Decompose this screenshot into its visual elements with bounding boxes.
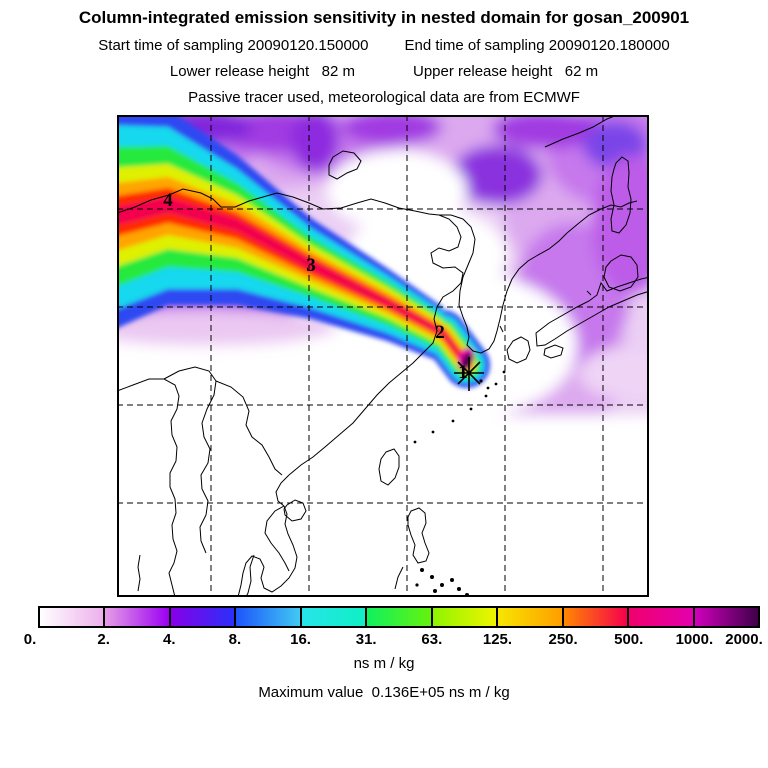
border-laos	[215, 380, 283, 476]
colorbar-tick-label: 1000.	[675, 631, 714, 648]
tracer-line: Passive tracer used, meteorological data…	[188, 89, 580, 106]
island-sakhalin	[610, 156, 632, 234]
island-shikoku	[543, 344, 564, 359]
colorbar-segment	[692, 608, 758, 626]
colorbar-segment	[103, 608, 169, 626]
colorbar-segment	[365, 608, 431, 626]
map-svg: 4 3 2 1	[117, 115, 649, 597]
colorbar-segment	[561, 608, 628, 626]
islands-visayas	[394, 566, 404, 590]
max-value-line: Maximum value 0.136E+05 ns m / kg	[258, 684, 510, 701]
colorbar-tick-label: 63.	[421, 631, 443, 648]
colorbar-tick-label: 0.	[23, 631, 37, 648]
plot-title: Column-integrated emission sensitivity i…	[78, 8, 690, 27]
colorbar	[38, 606, 760, 628]
upper-release-text: Upper release height 62 m	[413, 63, 599, 80]
colorbar-tick-label: 2000.	[725, 631, 763, 648]
trajectory-label-3: 3	[306, 255, 316, 276]
trajectory-label-4: 4	[163, 190, 173, 211]
coast-north-asia	[117, 188, 464, 220]
release-heights-line: Lower release height 82 m Upper release …	[0, 63, 768, 80]
start-time-text: Start time of sampling 20090120.150000	[98, 37, 369, 54]
island-hainan	[283, 499, 307, 522]
colorbar-segment	[168, 608, 235, 626]
colorbar-tick-label: 500.	[614, 631, 644, 648]
island-sado	[586, 290, 592, 296]
end-time-text: End time of sampling 20090120.180000	[404, 37, 670, 54]
colorbar-segment	[430, 608, 497, 626]
colorbar-segment	[299, 608, 366, 626]
background-field	[117, 115, 649, 597]
coast-indochina	[237, 474, 298, 597]
island-andaman	[137, 554, 141, 592]
coast-bengal	[117, 378, 180, 597]
sampling-times-line: Start time of sampling 20090120.150000 E…	[0, 37, 768, 54]
colorbar-tick-label: 2.	[97, 631, 110, 648]
island-honshu	[535, 276, 649, 347]
lower-release-text: Lower release height 82 m	[169, 63, 355, 80]
lake-baikal	[328, 150, 362, 180]
coast-korea-peninsula	[458, 218, 568, 354]
trajectory-label-2: 2	[435, 322, 445, 343]
colorbar-tick-label: 250.	[548, 631, 578, 648]
colorbar-segment	[234, 608, 300, 626]
colorbar-ticks: 0. 2. 4. 8. 16. 31. 63. 125. 250. 500. 1000. 2000.	[0, 631, 768, 651]
colorbar-units: ns m / kg	[353, 655, 415, 672]
island-taiwan	[378, 448, 400, 486]
island-kyushu	[506, 336, 531, 364]
coast-malay	[245, 554, 255, 597]
border-vietnam	[264, 505, 290, 572]
colorbar-tick-label: 4.	[163, 631, 176, 648]
island-luzon	[407, 507, 430, 564]
coast-siberia-corner	[544, 115, 618, 148]
map-plot: 4 3 2 1	[117, 115, 649, 597]
island-tsushima	[499, 325, 504, 333]
colorbar-tick-label: 8.	[228, 631, 242, 648]
gridlines	[117, 115, 649, 597]
colorbar-segment	[496, 608, 562, 626]
colorbar-segment	[40, 608, 104, 626]
coast-russia-ne	[566, 200, 638, 234]
trajectory-labels: 4 3 2 1	[163, 190, 468, 383]
island-hokkaido	[603, 254, 639, 292]
colorbar-tick-label: 16.	[290, 631, 311, 648]
border-myanmar	[163, 366, 217, 554]
colorbar-segment	[627, 608, 693, 626]
colorbar-tick-label: 31.	[355, 631, 377, 648]
map-border	[117, 115, 649, 597]
receptor-star-icon	[454, 357, 484, 391]
colorbar-tick-label: 125.	[482, 631, 513, 648]
trajectory-label-1: 1	[458, 362, 468, 383]
